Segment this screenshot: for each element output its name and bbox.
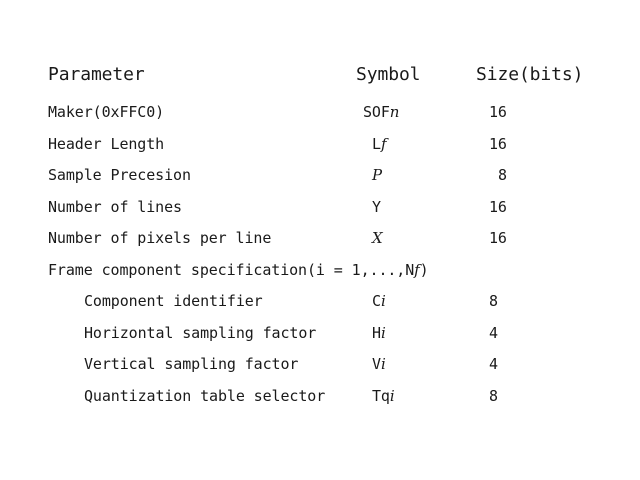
symbol-cell: X — [372, 226, 383, 250]
header-size: Size(bits) — [476, 64, 584, 85]
parameter-cell: Number of lines — [48, 198, 182, 216]
section-heading-text: Frame component specification(i = 1,...,… — [48, 261, 415, 279]
size-cell: 16 — [489, 229, 507, 247]
table-row: Sample Precesion P 8 — [0, 163, 640, 187]
parameter-cell: Maker(0xFFC0) — [48, 103, 165, 121]
parameter-cell: Sample Precesion — [48, 166, 191, 184]
section-heading-suffix: ) — [419, 261, 429, 279]
parameter-cell: Horizontal sampling factor — [84, 324, 317, 342]
table-section-row: Frame component specification(i = 1,...,… — [0, 258, 640, 282]
section-heading-italic: f — [414, 261, 420, 279]
symbol-italic: P — [372, 166, 382, 184]
symbol-italic: i — [380, 355, 386, 373]
table-row: Maker(0xFFC0) SOFn 16 — [0, 100, 640, 124]
symbol-cell: Vi — [372, 352, 386, 376]
header-symbol: Symbol — [356, 64, 421, 85]
parameter-cell: Quantization table selector — [84, 387, 326, 405]
symbol-text: C — [372, 292, 381, 310]
size-cell: 4 — [489, 324, 498, 342]
symbol-cell: Hi — [372, 321, 386, 345]
symbol-italic: X — [372, 229, 383, 247]
symbol-cell: SOFn — [363, 100, 399, 124]
symbol-italic: i — [380, 324, 386, 342]
size-cell: 16 — [489, 198, 507, 216]
parameter-cell: Vertical sampling factor — [84, 355, 299, 373]
size-cell: 16 — [489, 103, 507, 121]
symbol-text: Y — [372, 198, 381, 216]
table-row: Component identifier Ci 8 — [0, 289, 640, 313]
symbol-text: L — [372, 135, 381, 153]
size-cell: 8 — [489, 387, 498, 405]
table-row: Header Length Lf 16 — [0, 132, 640, 156]
symbol-text: Tq — [372, 387, 390, 405]
parameter-cell: Component identifier — [84, 292, 263, 310]
symbol-text: H — [372, 324, 381, 342]
symbol-cell: Lf — [372, 132, 386, 156]
table-row: Quantization table selector Tqi 8 — [0, 384, 640, 408]
symbol-text: V — [372, 355, 381, 373]
symbol-text: SOF — [363, 103, 390, 121]
table-row: Number of lines Y 16 — [0, 195, 640, 219]
table-header-row: Parameter Symbol Size(bits) — [0, 63, 640, 87]
header-parameter: Parameter — [48, 64, 145, 85]
size-cell: 8 — [489, 292, 498, 310]
symbol-italic: f — [380, 135, 387, 153]
symbol-italic: i — [389, 387, 395, 405]
symbol-italic: n — [389, 103, 400, 121]
symbol-italic: i — [380, 292, 386, 310]
size-cell: 16 — [489, 135, 507, 153]
symbol-cell: P — [372, 163, 382, 187]
table-row: Vertical sampling factor Vi 4 — [0, 352, 640, 376]
parameter-cell: Number of pixels per line — [48, 229, 272, 247]
table-row: Number of pixels per line X 16 — [0, 226, 640, 250]
parameter-cell: Header Length — [48, 135, 165, 153]
size-cell: 8 — [498, 166, 507, 184]
section-heading: Frame component specification(i = 1,...,… — [48, 258, 429, 282]
table-row: Horizontal sampling factor Hi 4 — [0, 321, 640, 345]
size-cell: 4 — [489, 355, 498, 373]
symbol-cell: Y — [372, 195, 381, 219]
symbol-cell: Tqi — [372, 384, 395, 408]
symbol-cell: Ci — [372, 289, 386, 313]
